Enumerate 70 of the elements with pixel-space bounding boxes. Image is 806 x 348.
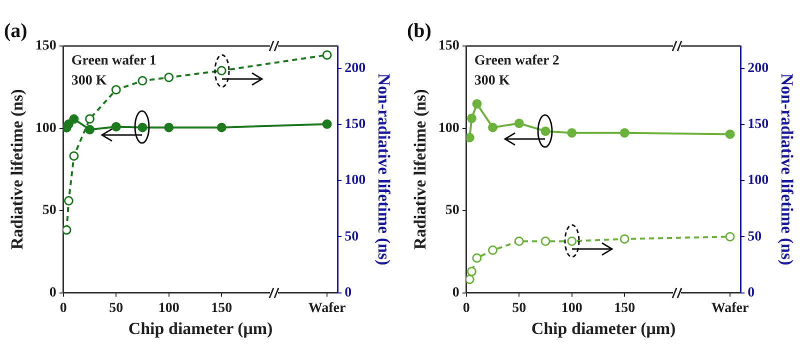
point bbox=[514, 236, 524, 246]
point bbox=[620, 128, 630, 138]
x-tick-label: 150 bbox=[211, 300, 232, 316]
y2-tick-label: 0 bbox=[748, 285, 755, 300]
y2-tick-label: 100 bbox=[748, 173, 769, 188]
x-tick-label: 100 bbox=[561, 300, 582, 316]
y-tick-label: 100 bbox=[35, 120, 56, 136]
y2-tick-label: 50 bbox=[748, 229, 762, 244]
y2-axis-title: Non-radiative lifetime (ns) bbox=[374, 74, 394, 266]
point bbox=[567, 128, 577, 138]
y2-tick-label: 200 bbox=[344, 61, 366, 76]
y2-tick-label: 150 bbox=[748, 117, 769, 132]
point bbox=[466, 274, 474, 284]
y-tick-label: 0 bbox=[452, 285, 460, 300]
point bbox=[322, 50, 332, 60]
point bbox=[216, 122, 226, 132]
chart-title: (b) bbox=[407, 20, 432, 42]
point bbox=[64, 196, 74, 206]
point bbox=[138, 76, 148, 86]
x-tick-label: Wafer bbox=[308, 300, 346, 316]
point bbox=[63, 225, 72, 235]
point bbox=[472, 99, 482, 109]
x-tick-label: Wafer bbox=[711, 300, 749, 316]
y-tick-label: 150 bbox=[35, 38, 56, 54]
y-axis-title: Radiative lifetime (ns) bbox=[410, 89, 430, 250]
point bbox=[540, 236, 550, 246]
point bbox=[164, 72, 174, 82]
x-axis-title: Chip diameter (μm) bbox=[531, 319, 676, 338]
y-tick-label: 50 bbox=[445, 203, 460, 218]
y-tick-label: 150 bbox=[438, 38, 460, 54]
y-tick-label: 100 bbox=[438, 120, 460, 136]
point bbox=[164, 122, 174, 132]
point bbox=[472, 253, 482, 263]
point bbox=[488, 122, 498, 132]
annotation: 300 K bbox=[71, 74, 107, 89]
y-tick-label: 50 bbox=[42, 203, 56, 218]
point bbox=[111, 85, 121, 94]
y2-tick-label: 0 bbox=[344, 285, 352, 300]
point bbox=[488, 245, 498, 255]
point bbox=[466, 266, 476, 276]
point bbox=[725, 232, 735, 242]
annotation: Green wafer 2 bbox=[474, 54, 560, 69]
y2-tick-label: 200 bbox=[748, 61, 769, 76]
point bbox=[466, 132, 474, 142]
point bbox=[69, 151, 79, 161]
point bbox=[725, 129, 735, 139]
x-tick-label: 50 bbox=[512, 300, 526, 316]
annotation: 300 K bbox=[474, 74, 510, 89]
x-tick-label: 100 bbox=[158, 300, 180, 316]
point bbox=[322, 119, 332, 129]
point bbox=[85, 124, 95, 134]
x-tick-label: 150 bbox=[614, 300, 636, 316]
x-tick-label: 0 bbox=[462, 300, 470, 316]
y2-tick-label: 150 bbox=[344, 117, 366, 132]
chart-title: (a) bbox=[4, 20, 28, 42]
x-axis-title: Chip diameter (μm) bbox=[128, 319, 273, 338]
y-tick-label: 0 bbox=[49, 285, 56, 300]
point bbox=[514, 118, 524, 128]
point bbox=[69, 114, 79, 124]
y2-tick-label: 50 bbox=[344, 229, 359, 244]
x-tick-label: 0 bbox=[60, 300, 67, 316]
point bbox=[466, 114, 476, 124]
y-axis-title: Radiative lifetime (ns) bbox=[8, 89, 27, 250]
point bbox=[111, 122, 121, 132]
y2-axis-title: Non-radiative lifetime (ns) bbox=[777, 74, 796, 266]
point bbox=[620, 234, 630, 244]
annotation: Green wafer 1 bbox=[71, 54, 156, 69]
point bbox=[85, 114, 95, 124]
x-tick-label: 50 bbox=[109, 300, 124, 316]
y2-tick-label: 100 bbox=[344, 173, 366, 188]
